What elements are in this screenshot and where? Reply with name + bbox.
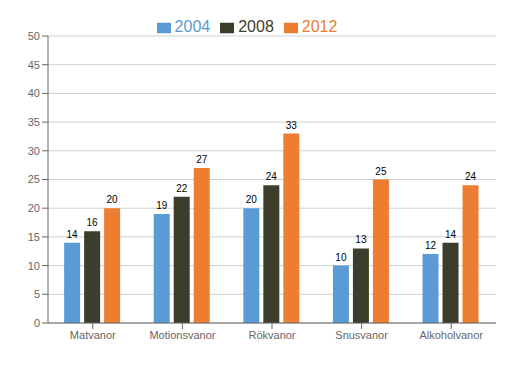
svg-text:24: 24 [465, 171, 477, 182]
svg-text:50: 50 [28, 30, 40, 42]
svg-text:20: 20 [107, 194, 119, 205]
svg-text:Rökvanor: Rökvanor [248, 329, 295, 341]
svg-text:14: 14 [67, 229, 79, 240]
svg-text:Matvanor: Matvanor [70, 329, 116, 341]
svg-text:5: 5 [34, 288, 40, 300]
html-text:2004: 2004 [174, 18, 211, 35]
svg-text:45: 45 [28, 59, 40, 71]
html-text:2012: 2012 [301, 18, 338, 35]
svg-text:12: 12 [425, 240, 437, 251]
svg-text:33: 33 [286, 120, 298, 131]
svg-text:0: 0 [34, 317, 40, 329]
svg-text:20: 20 [28, 202, 40, 214]
svg-text:30: 30 [28, 145, 40, 157]
svg-text:15: 15 [28, 231, 40, 243]
svg-text:22: 22 [176, 183, 188, 194]
svg-text:24: 24 [266, 171, 278, 182]
svg-text:10: 10 [335, 252, 347, 263]
svg-text:25: 25 [28, 173, 40, 185]
svg-text:Motionsvanor: Motionsvanor [149, 329, 215, 341]
svg-text:10: 10 [28, 260, 40, 272]
svg-text:25: 25 [375, 166, 387, 177]
svg-text:35: 35 [28, 116, 40, 128]
svg-text:14: 14 [445, 229, 457, 240]
svg-text:27: 27 [196, 154, 208, 165]
svg-text:19: 19 [156, 200, 168, 211]
svg-text:13: 13 [355, 234, 367, 245]
svg-text:20: 20 [246, 194, 258, 205]
svg-text:40: 40 [28, 87, 40, 99]
html-text:2008: 2008 [238, 18, 274, 35]
svg-text:Alkoholvanor: Alkoholvanor [419, 329, 483, 341]
svg-text:16: 16 [87, 217, 99, 228]
svg-text:Snusvanor: Snusvanor [335, 329, 388, 341]
